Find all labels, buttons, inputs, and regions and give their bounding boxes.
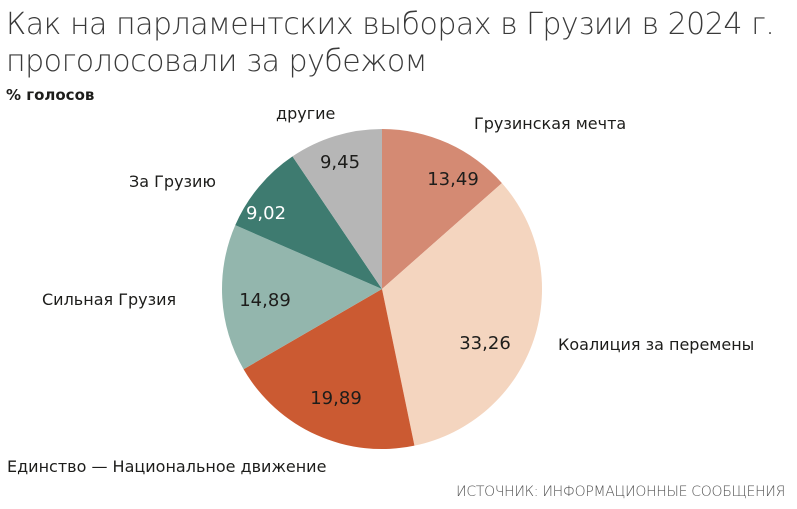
value-label-strong-georgia: 14,89 [239,290,291,311]
pie-slice-coalition-for-change [382,183,543,446]
pie-slice-georgian-dream [382,129,502,289]
legend-label-georgian-dream: Грузинская мечта [474,114,627,133]
value-label-unity-national-movement: 19,89 [310,388,362,409]
chart-title: Как на парламентских выборах в Грузии в … [6,7,775,79]
legend-label-for-georgia: За Грузию [129,172,216,191]
pie-value-labels: 13,49 33,26 19,89 14,89 9,02 9,45 [239,152,511,409]
value-label-coalition-for-change: 33,26 [459,333,511,354]
source-note: ИСТОЧНИК: ИНФОРМАЦИОННЫЕ СООБЩЕНИЯ [456,484,785,500]
pie-slice-strong-georgia [222,225,382,370]
legend-label-others: другие [276,104,336,123]
chart-subtitle: % голосов [6,86,95,104]
legend-label-strong-georgia: Сильная Грузия [42,290,177,309]
value-label-others: 9,45 [320,152,360,173]
pie-slices [222,129,543,450]
legend-label-unity-national-movement: Единство — Национальное движение [7,457,327,476]
value-label-for-georgia: 9,02 [246,203,286,224]
legend-label-coalition-for-change: Коалиция за перемены [558,335,755,354]
pie-slice-for-georgia [235,156,382,289]
value-label-georgian-dream: 13,49 [427,169,479,190]
pie-slice-others [292,129,382,289]
pie-slice-unity-national-movement [243,289,415,450]
